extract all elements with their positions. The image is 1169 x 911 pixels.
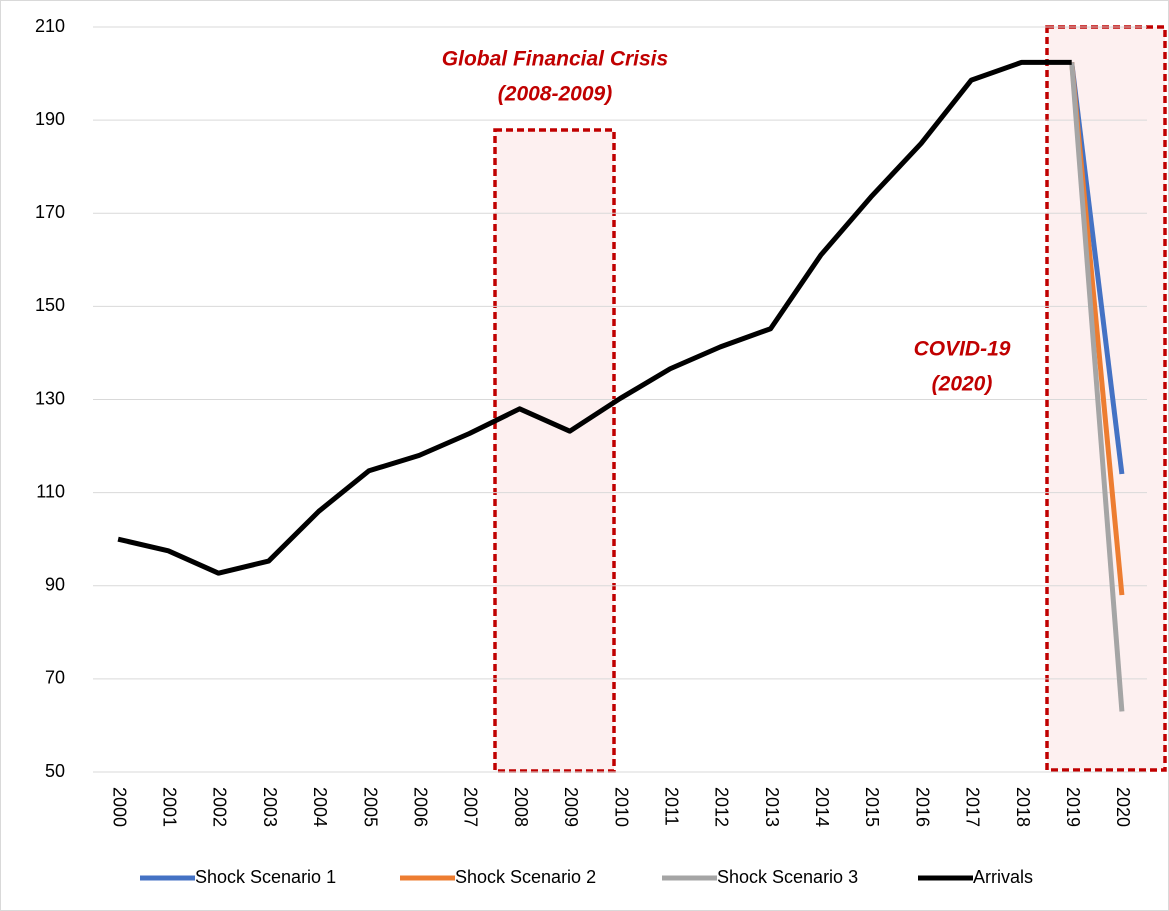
y-tick-label: 150	[35, 295, 65, 315]
series-line	[117, 59, 1072, 576]
x-tick-label: 2010	[611, 787, 631, 827]
x-tick-label: 2012	[712, 787, 732, 827]
x-tick-label: 2002	[210, 787, 230, 827]
x-tick-label: 2005	[360, 787, 380, 827]
y-tick-label: 170	[35, 202, 65, 222]
covid-region	[1045, 25, 1167, 772]
x-tick-label: 2016	[912, 787, 932, 827]
x-tick-label: 2004	[310, 787, 330, 827]
series-line	[1069, 62, 1125, 712]
legend-label: Shock Scenario 2	[455, 867, 596, 887]
x-tick-label: 2011	[661, 787, 681, 826]
x-tick-label: 2014	[812, 787, 832, 827]
gfc-region	[493, 128, 616, 773]
y-tick-label: 210	[35, 16, 65, 36]
x-tick-label: 2009	[561, 787, 581, 827]
x-tick-label: 2013	[762, 787, 782, 827]
legend-label: Shock Scenario 1	[195, 867, 336, 887]
y-tick-label: 70	[45, 668, 65, 688]
x-tick-label: 2006	[410, 787, 430, 827]
x-tick-label: 2017	[963, 787, 983, 827]
annotation: COVID-19	[914, 338, 1011, 361]
legend-label: Arrivals	[973, 867, 1033, 887]
y-tick-label: 90	[45, 575, 65, 595]
legend-label: Shock Scenario 3	[717, 867, 858, 887]
y-tick-label: 190	[35, 109, 65, 129]
x-tick-label: 2008	[511, 787, 531, 827]
x-tick-label: 2020	[1113, 787, 1133, 827]
annotation: Global Financial Crisis	[442, 48, 668, 71]
x-tick-label: 2000	[109, 787, 129, 827]
y-tick-label: 110	[36, 481, 65, 501]
y-tick-label: 50	[45, 761, 65, 781]
annotation: (2008-2009)	[498, 83, 612, 106]
x-tick-label: 2003	[260, 787, 280, 827]
x-tick-label: 2019	[1063, 787, 1083, 827]
x-tick-label: 2015	[862, 787, 882, 827]
x-tick-label: 2018	[1013, 787, 1033, 827]
annotation: (2020)	[932, 373, 993, 396]
x-tick-label: 2001	[160, 787, 180, 827]
y-tick-label: 130	[35, 388, 65, 408]
x-tick-label: 2007	[461, 787, 481, 827]
